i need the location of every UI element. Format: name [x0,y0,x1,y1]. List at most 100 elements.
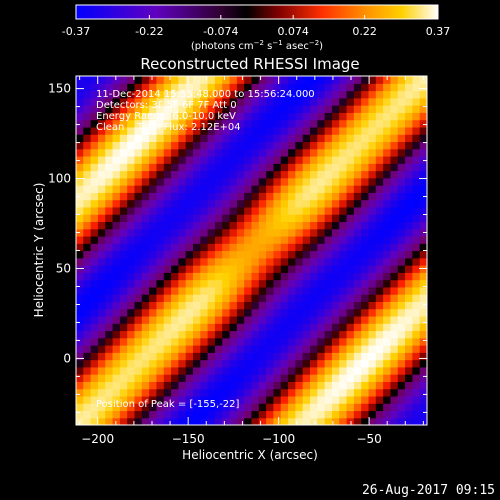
heatmap-cell [383,141,392,150]
heatmap-cell [163,294,172,302]
heatmap-cell [207,250,216,259]
y-tick-label: 0 [63,351,71,365]
heatmap-cell [127,90,136,99]
heatmap-cell [178,294,187,302]
heatmap-cell [339,257,348,266]
heatmap-cell [266,286,275,295]
heatmap-cell [361,192,370,201]
heatmap-cell [127,272,136,281]
heatmap-cell [405,192,413,201]
heatmap-cell [193,366,201,375]
heatmap-cell [412,192,421,201]
heatmap-cell [288,366,296,375]
heatmap-cell [397,199,406,208]
heatmap-cell [90,177,99,186]
heatmap-cell [383,199,392,208]
heatmap-cell [288,148,296,157]
heatmap-cell [419,199,427,208]
heatmap-cell [207,323,216,332]
heatmap-cell [141,76,150,84]
heatmap-cell [317,272,326,281]
heatmap-cell [178,352,187,361]
heatmap-cell [397,250,406,259]
heatmap-cell [112,105,121,113]
heatmap-cell [383,366,392,375]
heatmap-cell [405,90,413,99]
heatmap-cell [214,294,223,302]
heatmap-cell [412,199,421,208]
heatmap-cell [295,315,304,324]
heatmap-cell [76,374,84,382]
heatmap-cell [295,403,304,412]
heatmap-cell [105,177,114,186]
heatmap-cell [310,388,318,397]
heatmap-cell [244,410,253,419]
heatmap-cell [412,185,421,193]
heatmap-cell [258,192,267,201]
heatmap-cell [405,119,413,128]
heatmap-cell [214,206,223,215]
heatmap-cell [178,388,187,397]
heatmap-cell [76,308,84,317]
heatmap-cell [405,323,413,332]
heatmap-cell [185,272,194,281]
heatmap-cell [134,294,143,302]
heatmap-cell [258,403,267,412]
heatmap-cell [214,185,223,193]
heatmap-cell [295,83,304,92]
heatmap-cell [76,214,84,223]
heatmap-cell [214,301,223,310]
heatmap-cell [149,265,158,273]
heatmap-cell [288,119,296,128]
heatmap-cell [141,97,150,106]
heatmap-cell [97,315,106,324]
heatmap-cell [185,83,194,92]
heatmap-cell [280,221,289,230]
heatmap-cell [193,177,201,186]
heatmap-cell [280,374,289,382]
heatmap-cell [105,279,114,288]
heatmap-cell [193,352,201,361]
heatmap-cell [251,323,260,332]
heatmap-cell [97,177,106,186]
heatmap-cell [112,83,121,92]
heatmap-cell [141,119,150,128]
heatmap-cell [119,134,128,143]
heatmap-cell [236,76,245,84]
heatmap-cell [244,83,253,92]
heatmap-cell [324,337,333,346]
heatmap-cell [229,250,238,259]
heatmap-cell [302,97,311,106]
heatmap-cell [244,206,253,215]
heatmap-cell [324,323,333,332]
heatmap-cell [163,83,172,92]
heatmap-cell [134,315,143,324]
heatmap-cell [134,250,143,259]
heatmap-cell [127,235,136,244]
heatmap-cell [76,134,84,143]
heatmap-cell [229,388,238,397]
heatmap-cell [397,185,406,193]
heatmap-cell [310,177,318,186]
heatmap-cell [273,294,282,302]
heatmap-cell [288,112,296,121]
heatmap-cell [156,352,165,361]
heatmap-cell [273,250,282,259]
heatmap-cell [171,192,179,201]
heatmap-cell [353,192,362,201]
heatmap-cell [112,410,121,419]
heatmap-cell [200,163,209,172]
heatmap-cell [375,221,384,230]
heatmap-cell [236,272,245,281]
heatmap-cell [171,228,179,237]
heatmap-cell [83,97,92,106]
heatmap-cell [127,388,136,397]
heatmap-cell [346,228,355,237]
heatmap-cell [405,235,413,244]
heatmap-cell [119,199,128,208]
heatmap-cell [127,315,136,324]
heatmap-cell [280,76,289,84]
heatmap-cell [390,337,399,346]
heatmap-cell [193,243,201,252]
heatmap-cell [149,257,158,266]
